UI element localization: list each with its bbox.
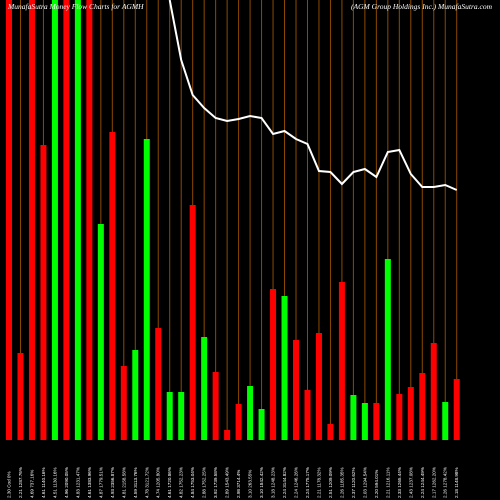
bar (258, 409, 265, 440)
bar (407, 387, 414, 440)
x-tick-label: 2.26 1278.42% (443, 467, 448, 498)
x-tick-label: 4.93 2356.87% (110, 467, 115, 498)
x-tick-label: 2.30 Cod 0% (7, 471, 12, 498)
bar (442, 402, 449, 440)
x-tick-label: 2.33 1265.44% (397, 467, 402, 498)
x-tick-label: 2.21 1216.11% (385, 467, 390, 498)
x-tick-label: 4.61 1383.96% (87, 467, 92, 498)
x-tick-label: 4.74 1205.80% (156, 467, 161, 498)
bar (338, 282, 345, 440)
x-tick-label: 2.24 1244.49% (420, 467, 425, 498)
bar (132, 350, 139, 440)
bar (120, 366, 127, 440)
bar (63, 0, 70, 440)
bar (361, 403, 368, 440)
bar (327, 424, 334, 440)
x-tick-label: 2.03 1294.54% (362, 467, 367, 498)
x-tick-label: 2.18 1148.98% (454, 467, 459, 498)
x-tick-label: 4.51 1130.16% (52, 467, 57, 498)
bar (86, 0, 93, 440)
bar (109, 132, 116, 440)
bar (17, 353, 24, 440)
x-tick-label: 2.51 1209.09% (328, 467, 333, 498)
x-tick-label: 2.37 1120.62% (351, 467, 356, 498)
x-tick-label: 3.92 1739.58% (213, 467, 218, 498)
x-tick-label: 4.69 737.16% (29, 470, 34, 498)
bar (201, 337, 208, 440)
bar (155, 328, 162, 440)
price-line-segment (168, 0, 458, 191)
x-tick-label: 2.24 1246.26% (294, 467, 299, 498)
bars (6, 0, 460, 440)
x-tick-label: 2.24 3144.82% (282, 467, 287, 498)
bar (178, 392, 185, 440)
x-tick-label: 4.84 1753.04% (190, 467, 195, 498)
x-tick-label: 3.10 263.55% (248, 470, 253, 498)
x-tick-label: 3.10 1842.42% (259, 467, 264, 498)
x-tick-label: 2.20 594.01% (374, 470, 379, 498)
bar (51, 0, 58, 440)
x-tick-label: 2.26 1185.35% (339, 467, 344, 498)
bar (304, 390, 311, 440)
x-tick-label: 4.83 1231.47% (75, 467, 80, 498)
bar (373, 403, 380, 440)
bar (74, 0, 81, 440)
bar (247, 386, 254, 440)
x-tick-label: 4.87 1779.51% (98, 467, 103, 498)
x-tick-label: 3.18 1248.23% (271, 467, 276, 498)
bar (396, 394, 403, 440)
bar (166, 392, 173, 440)
x-tick-label: 2.17 1262.20% (431, 467, 436, 498)
bar (235, 404, 242, 440)
x-tick-label: 2.21 1287.76% (18, 467, 23, 498)
labels: 2.30 Cod 0% 2.21 1287.76% 4.69 737.16% 4.61… (7, 467, 460, 498)
bar (212, 372, 219, 440)
x-tick-label: 2.24 1775.17% (305, 467, 310, 498)
bar (293, 340, 299, 440)
x-tick-label: 4.81 2158.58% (121, 467, 126, 498)
x-tick-label: 4.82 1752.23% (179, 467, 184, 498)
bar (189, 205, 196, 440)
chart-subtitle: (AGM Group Holdings Inc.) MunafaSutra.co… (351, 2, 493, 11)
x-tick-label: 2.88 1752.25% (202, 467, 207, 498)
x-tick-label: 4.61 1720.86% (167, 467, 172, 498)
chart-title: MunafaSutra Money Flow Charts for AGMH (7, 2, 144, 11)
bar (350, 395, 357, 440)
bar (224, 430, 231, 440)
bar (315, 333, 322, 440)
bar (384, 259, 391, 440)
x-tick-label: 4.61 1140.16% (41, 467, 46, 498)
price-line (168, 0, 458, 191)
bar (143, 139, 150, 440)
x-tick-label: 2.21 1178.32% (316, 467, 321, 498)
bar (419, 373, 426, 440)
x-tick-label: 4.96 2090.05% (64, 467, 69, 498)
x-tick-label: 2.98 3714.4% (236, 470, 241, 498)
bar (281, 296, 288, 440)
bar (270, 289, 277, 440)
bar (453, 379, 460, 440)
bar (6, 0, 12, 440)
x-tick-label: 4.78 3121.72% (144, 467, 149, 498)
x-tick-label: 2.89 1543.49% (225, 467, 230, 498)
x-tick-label: 2.43 1237.08% (408, 467, 413, 498)
bar (40, 145, 47, 440)
bar (28, 0, 35, 440)
x-tick-label: 4.59 3113.76% (133, 467, 138, 498)
bar (97, 224, 104, 440)
bar (430, 343, 437, 440)
